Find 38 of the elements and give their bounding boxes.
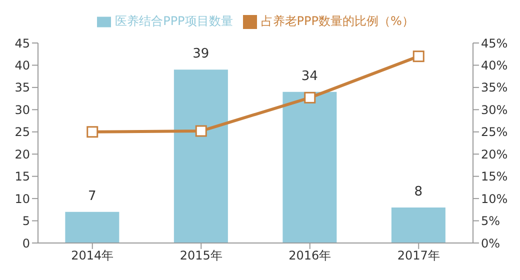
y-tick-label: 45 xyxy=(14,36,30,50)
point xyxy=(195,125,207,137)
y2-tick-label: 5% xyxy=(481,214,500,228)
legend-label: 占养老PPP数量的比例（%） xyxy=(260,14,414,28)
y-tick-label: 25 xyxy=(14,125,30,140)
y2-tick-label: 30% xyxy=(481,102,508,117)
y2-tick-label: 15% xyxy=(481,170,508,184)
y-tick-label: 20 xyxy=(14,147,30,162)
y2-tick-label: 20% xyxy=(481,147,508,162)
bar xyxy=(282,92,337,243)
legend-label: 医养结合PPP项目数量 xyxy=(115,14,233,28)
y-tick-label: 30 xyxy=(14,102,30,117)
y2-tick-label: 10% xyxy=(481,192,508,206)
y-tick-label: 0 xyxy=(22,236,30,250)
y2-tick-label: 40% xyxy=(481,58,508,72)
data-label: 34 xyxy=(301,68,318,84)
bar xyxy=(65,212,120,243)
x-tick-label: 2016年 xyxy=(288,248,332,263)
y2-tick-label: 35% xyxy=(481,80,508,95)
data-label: 39 xyxy=(192,46,210,62)
point xyxy=(412,50,424,62)
x-tick-label: 2017年 xyxy=(397,248,440,263)
y-tick-label: 15 xyxy=(14,170,30,184)
point xyxy=(86,126,98,138)
point xyxy=(304,92,316,104)
bar xyxy=(391,207,446,243)
y-tick-label: 40 xyxy=(14,58,30,72)
x-tick-label: 2014年 xyxy=(71,248,114,263)
bar xyxy=(174,70,228,243)
data-label: 7 xyxy=(88,188,96,204)
y-tick-label: 35 xyxy=(14,80,30,95)
y2-tick-label: 45% xyxy=(481,36,508,50)
x-tick-label: 2015年 xyxy=(180,248,222,263)
y2-tick-label: 0% xyxy=(481,236,500,250)
y-tick-label: 5 xyxy=(22,214,30,228)
data-label: 8 xyxy=(414,184,423,200)
y-tick-label: 10 xyxy=(14,192,30,206)
y2-tick-label: 25% xyxy=(481,125,508,140)
